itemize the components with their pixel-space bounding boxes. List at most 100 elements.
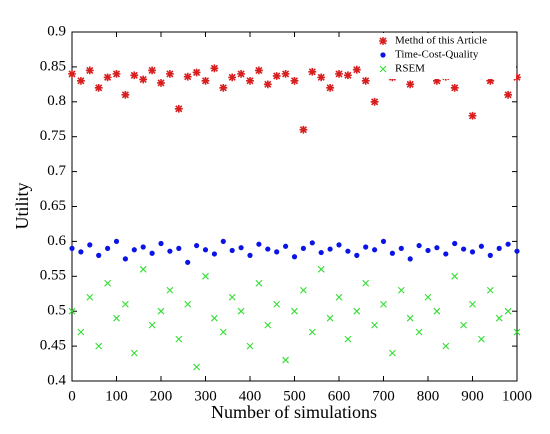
point: [274, 249, 280, 255]
y-tick-label: 0.65: [40, 198, 66, 214]
point: [256, 241, 262, 247]
point: [95, 342, 103, 350]
point: [389, 250, 395, 256]
point: [103, 73, 112, 82]
point: [283, 243, 289, 249]
point: [353, 307, 361, 315]
point: [219, 83, 228, 92]
point: [344, 71, 352, 80]
point: [398, 245, 404, 251]
point: [255, 66, 263, 75]
point: [113, 314, 120, 322]
point: [504, 307, 512, 315]
point: [495, 314, 503, 322]
point: [309, 240, 315, 246]
point: [211, 251, 217, 257]
point: [85, 66, 94, 75]
point: [112, 69, 121, 78]
point: [282, 356, 289, 364]
y-tick-label: 0.9: [47, 23, 66, 39]
point: [469, 300, 476, 308]
point: [202, 272, 209, 280]
legend-marker: [379, 65, 387, 73]
point: [247, 252, 253, 258]
point: [299, 125, 308, 134]
point: [69, 245, 75, 251]
x-tick-label: 500: [283, 388, 306, 404]
point: [167, 248, 173, 254]
point: [335, 293, 343, 301]
x-tick-label: 700: [372, 388, 395, 404]
point: [96, 252, 102, 258]
point: [130, 71, 139, 80]
point: [434, 245, 440, 251]
point: [415, 328, 423, 336]
point: [149, 250, 155, 256]
point: [237, 69, 245, 78]
point: [86, 293, 94, 301]
point: [77, 328, 85, 336]
y-axis-label: Utility: [12, 182, 32, 229]
point: [229, 247, 235, 254]
point: [87, 242, 93, 248]
y-tick-label: 0.8: [47, 93, 66, 109]
x-axis-label: Number of simulations: [211, 402, 377, 422]
point: [228, 293, 236, 301]
point: [237, 307, 245, 315]
point: [487, 252, 493, 258]
point: [406, 314, 414, 322]
point: [122, 256, 128, 262]
point: [255, 279, 263, 287]
point: [246, 342, 254, 350]
point: [290, 76, 299, 85]
point: [183, 72, 192, 81]
x-tick-label: 800: [417, 388, 440, 404]
point: [451, 272, 459, 280]
point: [380, 300, 387, 308]
point: [442, 342, 450, 350]
point: [424, 293, 432, 301]
point: [450, 83, 459, 92]
point: [317, 73, 326, 82]
legend-box: [369, 33, 516, 79]
x-tick-label: 1000: [502, 388, 532, 404]
point: [176, 245, 182, 251]
point: [211, 314, 218, 322]
point: [185, 259, 191, 265]
point: [370, 97, 379, 106]
point: [130, 349, 138, 357]
point: [281, 69, 290, 78]
point: [219, 328, 227, 336]
y-tick-label: 0.7: [47, 163, 66, 179]
legend-marker: [380, 52, 386, 58]
point: [380, 238, 387, 244]
point: [77, 76, 85, 85]
y-tick-label: 0.55: [40, 268, 66, 284]
point: [460, 321, 467, 329]
point: [131, 247, 137, 253]
legend-marker: [379, 37, 387, 45]
y-tick-label: 0.6: [47, 233, 66, 249]
point: [139, 75, 148, 84]
point: [264, 321, 272, 329]
point: [308, 67, 317, 76]
point: [166, 69, 174, 78]
point: [468, 111, 477, 120]
point: [166, 286, 174, 294]
point: [425, 247, 431, 254]
point: [389, 349, 396, 357]
point: [478, 243, 484, 249]
x-tick-label: 600: [328, 388, 351, 404]
x-tick-label: 200: [150, 388, 173, 404]
point: [104, 279, 111, 287]
point: [433, 307, 441, 315]
point: [291, 307, 298, 315]
point: [318, 249, 324, 256]
x-tick-label: 400: [239, 388, 262, 404]
y-tick-label: 0.45: [40, 338, 66, 354]
point: [336, 242, 342, 248]
point: [513, 328, 521, 336]
point: [158, 240, 164, 247]
point: [202, 247, 209, 253]
